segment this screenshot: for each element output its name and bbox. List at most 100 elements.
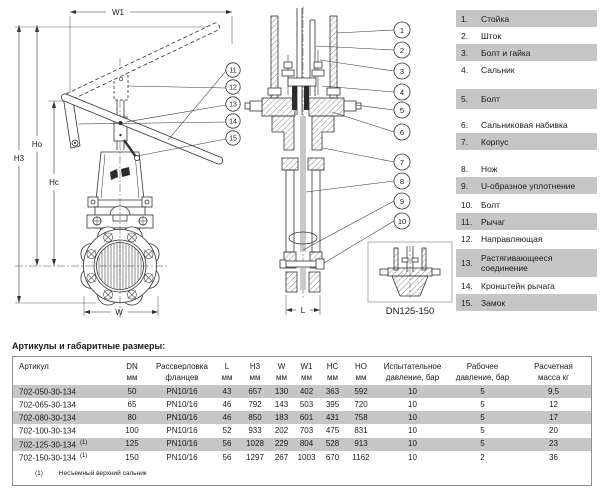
cell: 933 — [248, 426, 262, 436]
cell: PN10/16 — [151, 385, 213, 399]
callout-4: 4 — [400, 88, 404, 97]
dim-label-hc: Hc — [49, 178, 59, 187]
cell: 850 — [241, 411, 269, 425]
dim-label-l: L — [301, 306, 306, 315]
cell: 503 — [299, 399, 314, 409]
cell: 702-080-30-134 — [13, 411, 113, 425]
dim-h3: H3 — [14, 25, 25, 303]
parts-list: 1. Стойка 2. Шток 3. Болт и гайка 4. Сальник… — [456, 10, 597, 311]
list-item: 10. Болт — [461, 199, 500, 210]
bottom-bolt — [283, 260, 319, 268]
cell: 43 — [213, 385, 241, 399]
table-row: 702-125-30-134 (1) 125 PN10/16 56 1028 229 8… — [13, 437, 591, 451]
cell: 592 — [346, 385, 376, 399]
callout-2: 2 — [400, 46, 404, 55]
cell: 202 — [274, 426, 289, 436]
cell: 5 — [449, 411, 516, 425]
bolt-holes — [86, 232, 154, 300]
cell: PN10/16 — [166, 452, 198, 462]
cell: 657 — [241, 385, 269, 399]
logo-mark — [110, 167, 130, 180]
col-header: Испытательное давление, бар — [383, 362, 442, 382]
callout-11: 11 — [229, 68, 236, 75]
cell: 702-150-30-134 (1) — [19, 452, 88, 463]
valve-technical-drawing: W1 H3 Ho — [14, 6, 453, 320]
cell: 913 — [346, 437, 376, 451]
cell: 46 — [222, 399, 232, 409]
cell: 56 — [213, 437, 241, 451]
callout-15: 15 — [229, 136, 237, 143]
cell: 150 — [125, 452, 139, 462]
cell: 804 — [294, 437, 319, 451]
cell: 5 — [480, 426, 485, 436]
inset-dn125-150: DN125-150 — [367, 241, 453, 317]
list-item: 15. Замок — [456, 294, 597, 311]
cell: 5 — [449, 385, 516, 399]
cell: 10 — [408, 399, 417, 409]
cell: 431 — [319, 411, 346, 425]
cell: 475 — [325, 426, 340, 436]
bottom-assembly — [279, 251, 325, 293]
bonnet-section — [244, 97, 362, 171]
callout-5: 5 — [400, 106, 404, 115]
cell: 702-125-30-134 (1) — [13, 437, 113, 451]
table-title: Артикулы и габаритные размеры: — [12, 341, 166, 351]
table-row: 702-050-30-134 50 PN10/16 43 657 130 402 36… — [13, 385, 591, 399]
list-item: 14. Кронштейн рычага — [461, 280, 555, 291]
callouts-mid: 1 2 3 4 5 6 7 8 9 10 — [302, 21, 411, 264]
dim-w: W — [83, 296, 159, 317]
col-header: HC мм — [326, 362, 339, 382]
knife-blade-tip — [300, 268, 306, 290]
table-row: 702-080-30-134 80 PN10/16 46 850 183 601 43… — [13, 411, 591, 425]
cell: 831 — [354, 426, 368, 436]
cell: 363 — [319, 385, 346, 399]
table-row: 702-150-30-134 (1) 150 PN10/16 56 1297 267 1… — [13, 451, 591, 464]
list-item: 2. Шток — [461, 30, 502, 41]
list-item: 7. Корпус — [456, 133, 597, 150]
lever — [60, 93, 224, 165]
packing — [304, 86, 309, 110]
cell: 267 — [274, 452, 289, 462]
cell: 10 — [376, 411, 449, 425]
lever-raised — [64, 22, 220, 102]
callout-3: 3 — [400, 67, 404, 76]
footnote-text: Несъемный верхний сальник — [58, 469, 147, 477]
yoke-posts — [267, 15, 341, 99]
col-header: Расчетная масса кг — [534, 362, 573, 382]
cell: 670 — [325, 452, 340, 462]
list-item: 6. Сальниковая набивка — [461, 119, 568, 130]
callout-12: 12 — [229, 85, 237, 92]
cell: 702-065-30-134 — [19, 400, 76, 410]
cell: 125 — [113, 437, 151, 451]
lever-mechanism — [60, 22, 224, 165]
dim-hc: Hc — [49, 101, 59, 266]
list-item: 8. Нож — [461, 163, 498, 174]
cell: 46 — [213, 411, 241, 425]
dim-label-w: W — [115, 308, 123, 317]
list-item: 5. Болт — [456, 89, 597, 109]
callout-6: 6 — [400, 128, 404, 137]
list-item: 12. Направляющая — [461, 233, 543, 244]
col-header: Артикул — [19, 362, 49, 371]
cell: 65 — [127, 399, 137, 409]
col-header: H3 мм — [249, 362, 261, 382]
callout-1: 1 — [400, 26, 404, 35]
callout-13: 13 — [229, 102, 237, 109]
col-header: DN мм — [126, 362, 138, 382]
cell: 528 — [319, 437, 346, 451]
cell: 183 — [269, 411, 294, 425]
cell: 130 — [269, 385, 294, 399]
cell: 5 — [449, 437, 516, 451]
cell: 50 — [113, 385, 151, 399]
cell: 758 — [346, 411, 376, 425]
cell: 1297 — [246, 452, 264, 462]
list-item: 13. Растягивающееся соединение — [456, 249, 597, 277]
callout-9: 9 — [400, 197, 404, 206]
cell: 1162 — [352, 452, 370, 462]
cell: 20 — [549, 426, 558, 436]
cell: 402 — [294, 385, 319, 399]
